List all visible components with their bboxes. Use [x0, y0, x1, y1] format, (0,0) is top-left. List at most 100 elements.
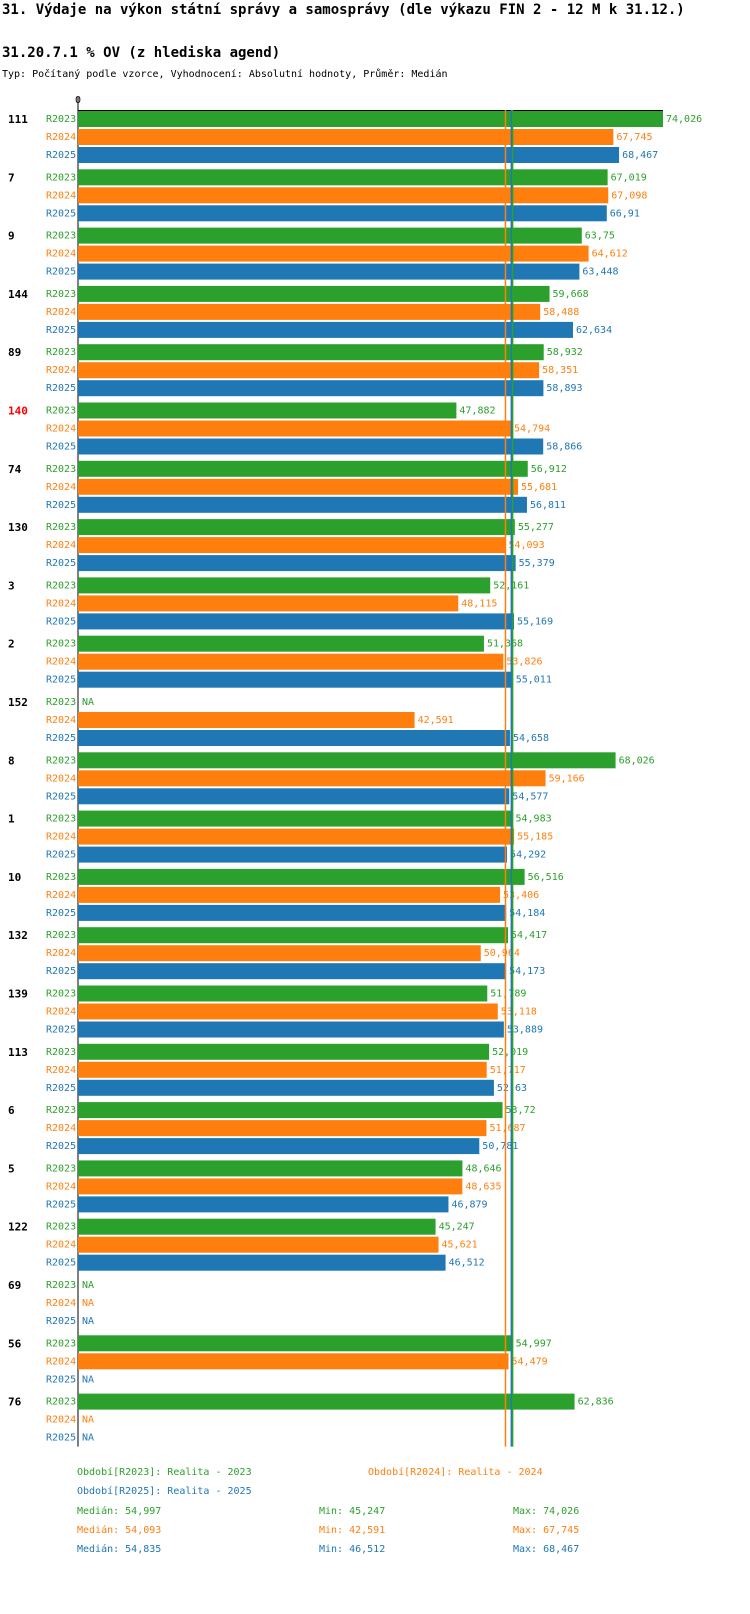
bar-value-label: 51,717	[490, 1065, 526, 1076]
category-label: 152	[8, 696, 28, 709]
bar	[78, 963, 507, 980]
bar-value-label: 45,621	[442, 1240, 478, 1251]
category-label: 56	[8, 1337, 22, 1350]
bar	[78, 169, 608, 186]
series-label: R2023	[46, 1047, 76, 1058]
series-label: R2023	[46, 755, 76, 766]
category-label: 9	[8, 230, 15, 243]
bar-value-label: 68,467	[622, 150, 658, 161]
bar	[78, 577, 491, 594]
bar	[78, 1120, 487, 1137]
bar-value-label: 45,247	[439, 1222, 475, 1233]
bar-value-label: NA	[82, 697, 94, 708]
category-label: 111	[8, 113, 28, 126]
category-label: 2	[8, 638, 15, 651]
bar-chart: 0 111 R2023 74,026 R2024 67,745 R2025 68,467 7 R2…	[8, 95, 702, 1447]
bar	[78, 245, 589, 262]
series-label: R2025	[46, 1141, 76, 1152]
series-label: R2025	[46, 1374, 76, 1385]
bar-value-label: 47,882	[459, 406, 495, 417]
series-label: R2025	[46, 500, 76, 511]
bar-value-label: 67,098	[611, 190, 647, 201]
series-label: R2023	[46, 1397, 76, 1408]
legend-median-r2024: Medián: 54,093	[77, 1525, 162, 1536]
bar-value-label: NA	[82, 1280, 94, 1291]
bar-value-label: 54,184	[509, 908, 545, 919]
bar	[78, 886, 501, 903]
series-label: R2023	[46, 872, 76, 883]
series-label: R2024	[46, 540, 76, 551]
bar	[78, 653, 504, 670]
legend-median-r2025: Medián: 54,835	[77, 1544, 162, 1555]
legend-median-r2023: Medián: 54,997	[77, 1506, 162, 1517]
bar-value-label: 58,351	[542, 365, 578, 376]
bar-value-label: 50,781	[482, 1141, 518, 1152]
bar-value-label: 54,658	[513, 733, 549, 744]
bar	[78, 904, 507, 921]
bar	[78, 129, 614, 145]
category-label: 122	[8, 1221, 28, 1234]
legend-period-r2025: Období[R2025]: Realita - 2025	[77, 1486, 252, 1497]
bar	[78, 420, 512, 437]
category-label: 76	[8, 1396, 22, 1409]
series-label: R2023	[46, 172, 76, 183]
bar	[78, 537, 506, 554]
bar	[78, 1079, 494, 1096]
bar-value-label: 55,277	[518, 522, 554, 533]
series-label: R2024	[46, 132, 76, 143]
bar	[78, 635, 484, 652]
bar	[78, 945, 481, 962]
series-label: R2025	[46, 616, 76, 627]
series-label: R2025	[46, 1433, 76, 1444]
bar	[78, 460, 528, 477]
category-label: 74	[8, 463, 22, 476]
legend-max-r2023: Max: 74,026	[513, 1506, 580, 1517]
bar	[78, 263, 580, 280]
series-label: R2024	[46, 190, 76, 201]
bar	[78, 770, 546, 787]
bar-value-label: NA	[82, 1316, 94, 1327]
bar-value-label: 66,91	[610, 208, 640, 219]
series-label: R2023	[46, 231, 76, 242]
bar-value-label: 54,479	[512, 1356, 548, 1367]
bar	[78, 730, 510, 746]
series-label: R2023	[46, 406, 76, 417]
bar-value-label: 58,866	[546, 442, 582, 453]
series-label: R2023	[46, 289, 76, 300]
series-label: R2024	[46, 249, 76, 260]
bar-value-label: 55,011	[516, 675, 552, 686]
bar-value-label: 63,75	[585, 231, 615, 242]
bar	[78, 1160, 463, 1177]
bar	[78, 362, 540, 379]
bar	[78, 927, 509, 944]
bar-value-label: 58,893	[546, 383, 582, 394]
category-label: 8	[8, 754, 15, 767]
bar-value-label: 50,964	[484, 948, 520, 959]
bar	[78, 285, 550, 302]
series-label: R2025	[46, 908, 76, 919]
bar	[78, 380, 544, 397]
bar-value-label: 54,417	[511, 930, 547, 941]
bar-value-label: 67,745	[616, 132, 652, 143]
bar	[78, 478, 519, 495]
bar-value-label: 54,983	[516, 814, 552, 825]
series-label: R2025	[46, 383, 76, 394]
bar	[78, 555, 516, 572]
chart-title: 31. Výdaje na výkon státní správy a samo…	[2, 2, 685, 18]
bar	[78, 344, 544, 361]
bar-value-label: NA	[82, 1415, 94, 1426]
series-label: R2025	[46, 1083, 76, 1094]
legend-min-r2023: Min: 45,247	[319, 1506, 386, 1517]
bar-value-label: 64,612	[592, 249, 628, 260]
category-label: 1	[8, 813, 15, 826]
bar	[78, 496, 527, 513]
bar-value-label: 56,912	[531, 464, 567, 475]
bar-value-label: 62,836	[578, 1397, 614, 1408]
bar	[78, 1196, 449, 1213]
series-label: R2023	[46, 464, 76, 475]
bar-value-label: 55,681	[521, 482, 557, 493]
series-label: R2025	[46, 733, 76, 744]
bar-value-label: 46,879	[451, 1199, 487, 1210]
legend-period-r2023: Období[R2023]: Realita - 2023	[77, 1467, 252, 1478]
bar-value-label: 54,093	[508, 540, 544, 551]
